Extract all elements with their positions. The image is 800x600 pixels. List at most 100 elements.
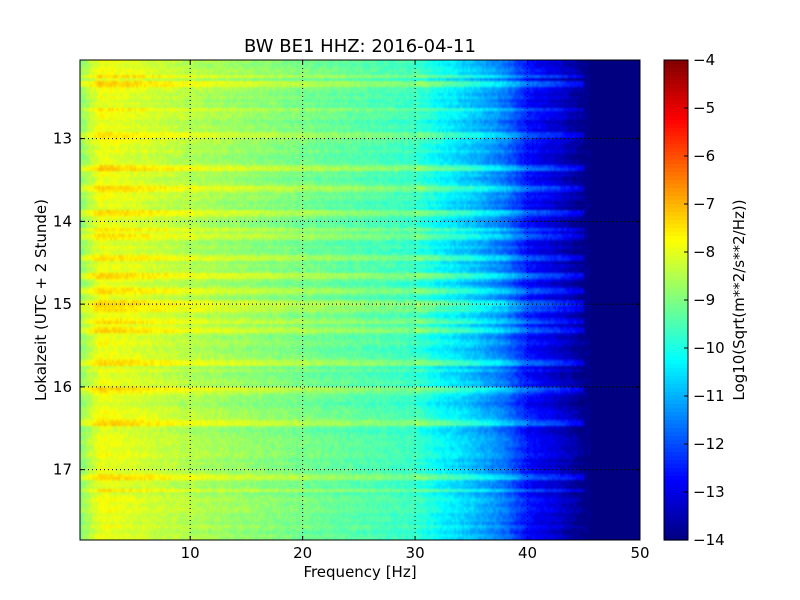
colorbar-segment — [664, 392, 688, 397]
colorbar-segment — [664, 380, 688, 385]
colorbar-segment — [664, 264, 688, 269]
y-tick-label: 17 — [53, 461, 72, 479]
colorbar-segment — [664, 520, 688, 525]
y-tick-label: 14 — [53, 212, 72, 230]
y-tick-label: 15 — [53, 295, 72, 313]
x-tick-label: 20 — [293, 544, 312, 562]
colorbar-segment — [664, 304, 688, 309]
colorbar-segment — [664, 296, 688, 301]
colorbar-segment — [664, 104, 688, 109]
y-axis-label: Lokalzeit (UTC + 2 Stunde) — [32, 199, 50, 401]
colorbar-segment — [664, 436, 688, 441]
colorbar-segment — [664, 236, 688, 241]
colorbar-segment — [664, 488, 688, 493]
colorbar-segment — [664, 508, 688, 513]
colorbar-segment — [664, 300, 688, 305]
colorbar-label: Log10(Sqrt(m**2/s**2/Hz)) — [730, 199, 748, 400]
x-tick-label: 40 — [518, 544, 537, 562]
colorbar-segment — [664, 308, 688, 313]
colorbar-tick-label: −10 — [693, 339, 725, 357]
colorbar-segment — [664, 292, 688, 297]
colorbar-segment — [664, 188, 688, 193]
colorbar-segment — [664, 352, 688, 357]
colorbar-tick-label: −6 — [693, 147, 715, 165]
colorbar-segment — [664, 284, 688, 289]
colorbar-segment — [664, 524, 688, 529]
colorbar-segment — [664, 460, 688, 465]
colorbar-segment — [664, 244, 688, 249]
colorbar-segment — [664, 388, 688, 393]
colorbar-segment — [664, 116, 688, 121]
x-tick-label: 30 — [406, 544, 425, 562]
colorbar-segment — [664, 536, 688, 541]
colorbar-tick-label: −14 — [693, 531, 725, 549]
colorbar-segment — [664, 504, 688, 509]
colorbar-segment — [664, 248, 688, 253]
colorbar-segment — [664, 152, 688, 157]
colorbar-segment — [664, 196, 688, 201]
colorbar-segment — [664, 432, 688, 437]
colorbar-segment — [664, 120, 688, 125]
axes: 10 20 30 40 50 13 14 15 16 17 — [53, 60, 650, 562]
colorbar-segment — [664, 376, 688, 381]
colorbar-segment — [664, 344, 688, 349]
colorbar-segment — [664, 220, 688, 225]
colorbar-segment — [664, 268, 688, 273]
colorbar-segment — [664, 184, 688, 189]
colorbar-segment — [664, 172, 688, 177]
colorbar-segment — [664, 168, 688, 173]
heatmap-image — [80, 60, 640, 540]
colorbar-segment — [664, 320, 688, 325]
colorbar-tick-label: −8 — [693, 243, 715, 261]
colorbar-segment — [664, 412, 688, 417]
colorbar-segment — [664, 148, 688, 153]
colorbar-segment — [664, 360, 688, 365]
colorbar: −4 −5 −6 −7 −8 −9 −10 −11 −12 −13 −14 — [663, 51, 725, 549]
colorbar-segment — [664, 528, 688, 533]
colorbar-segment — [664, 500, 688, 505]
colorbar-segment — [664, 332, 688, 337]
colorbar-segment — [664, 316, 688, 321]
colorbar-tick-label: −9 — [693, 291, 715, 309]
colorbar-segment — [664, 404, 688, 409]
colorbar-tick-label: −4 — [693, 51, 715, 69]
colorbar-segment — [664, 216, 688, 221]
colorbar-segment — [664, 228, 688, 233]
colorbar-segment — [664, 400, 688, 405]
chart-title: BW BE1 HHZ: 2016-04-11 — [244, 36, 476, 57]
colorbar-segment — [664, 532, 688, 537]
colorbar-tick-label: −11 — [693, 387, 725, 405]
colorbar-segment — [664, 256, 688, 261]
colorbar-segment — [664, 464, 688, 469]
colorbar-segment — [664, 92, 688, 97]
colorbar-segment — [664, 484, 688, 489]
colorbar-segment — [664, 88, 688, 93]
colorbar-segment — [664, 372, 688, 377]
colorbar-segment — [664, 140, 688, 145]
colorbar-segment — [664, 328, 688, 333]
colorbar-segment — [664, 68, 688, 73]
colorbar-segment — [664, 96, 688, 101]
colorbar-segment — [664, 240, 688, 245]
x-tick-label: 10 — [181, 544, 200, 562]
colorbar-segment — [664, 72, 688, 77]
colorbar-segment — [664, 156, 688, 161]
colorbar-tick-label: −12 — [693, 435, 725, 453]
colorbar-segment — [664, 356, 688, 361]
colorbar-segment — [664, 200, 688, 205]
colorbar-segment — [664, 260, 688, 265]
colorbar-segment — [664, 456, 688, 461]
colorbar-segment — [664, 444, 688, 449]
colorbar-segment — [664, 112, 688, 117]
colorbar-segment — [664, 180, 688, 185]
colorbar-segment — [664, 408, 688, 413]
colorbar-segment — [664, 100, 688, 105]
colorbar-segment — [664, 340, 688, 345]
colorbar-segment — [664, 64, 688, 69]
spectrogram-heatmap — [80, 60, 640, 540]
colorbar-segment — [664, 336, 688, 341]
colorbar-tick-label: −5 — [693, 99, 715, 117]
colorbar-segment — [664, 416, 688, 421]
colorbar-segment — [664, 280, 688, 285]
